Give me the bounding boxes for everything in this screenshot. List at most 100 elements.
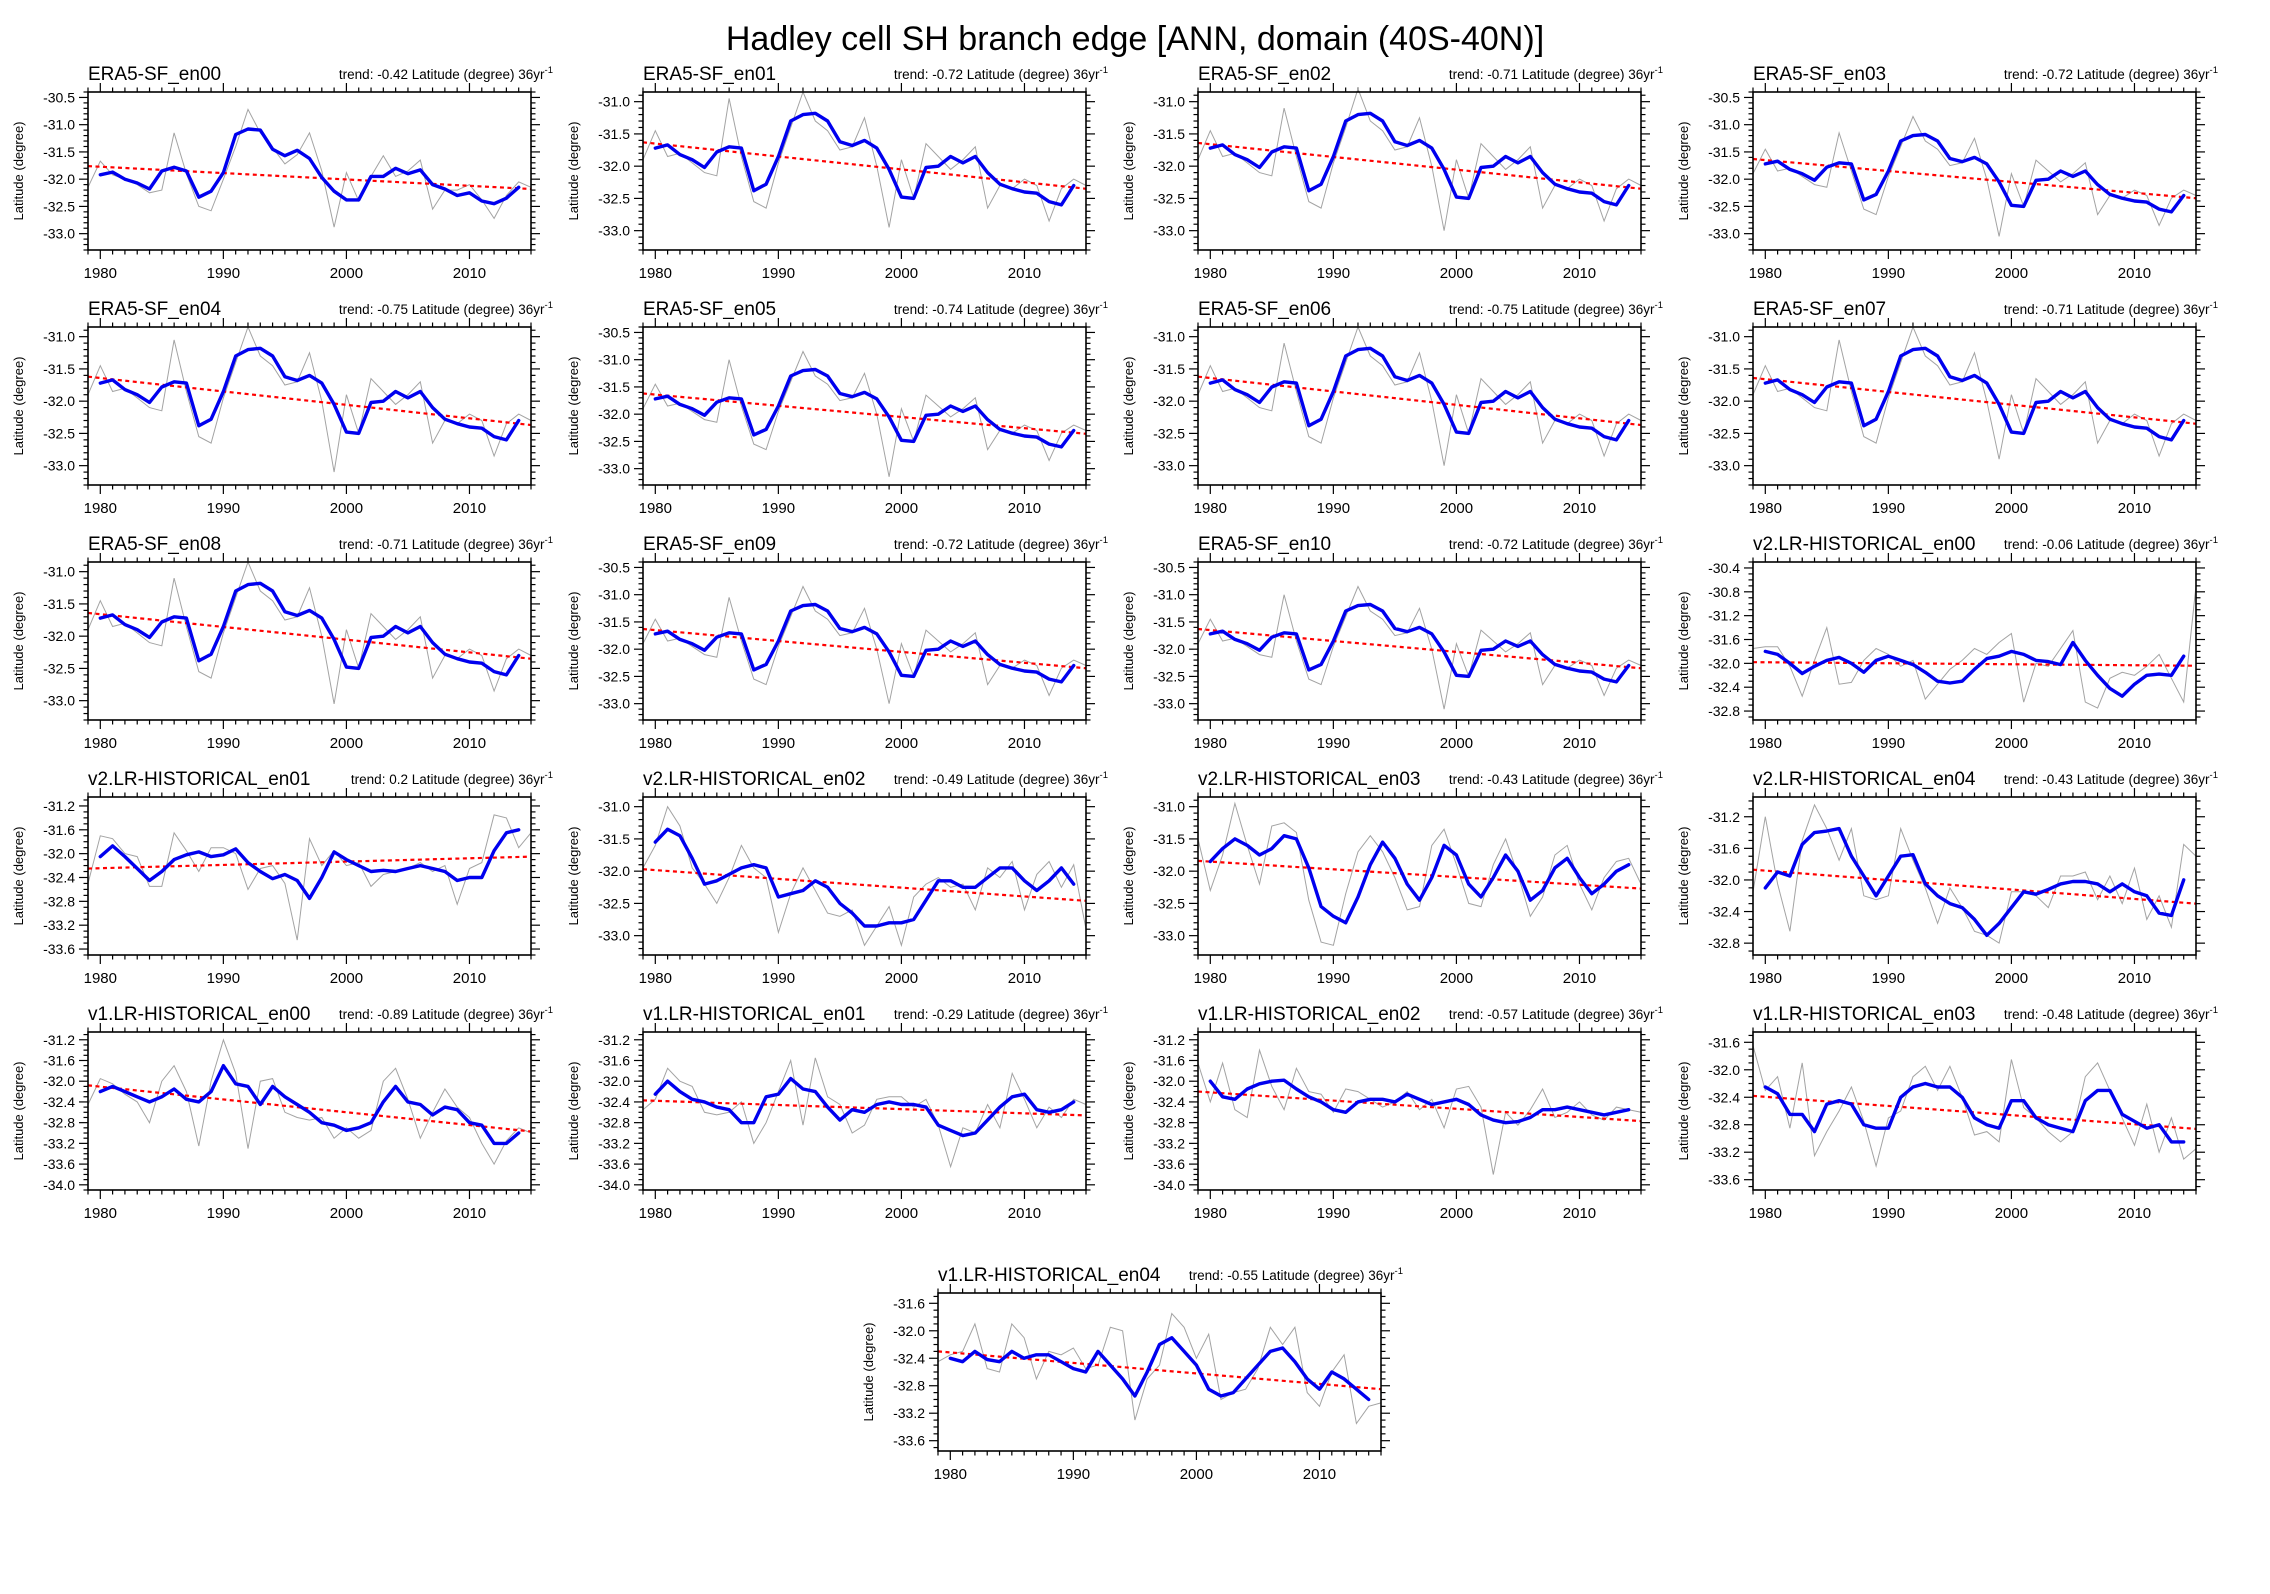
y-tick-label: -31.5	[598, 379, 630, 395]
panel-title: v2.LR-HISTORICAL_en03	[1198, 769, 1420, 790]
plot-box	[936, 1292, 1382, 1452]
y-tick-label: -32.0	[1708, 171, 1740, 187]
plot-box	[87, 91, 532, 251]
x-tick-label: 2000	[1995, 970, 2028, 987]
x-tick-label: 2000	[885, 735, 918, 752]
y-axis-label: Latitude (degree)	[1676, 591, 1691, 690]
y-tick-label: -31.6	[1708, 840, 1740, 856]
plot-box	[642, 1031, 1087, 1191]
trend-annotation: trend: -0.55 Latitude (degree) 36yr-1	[1188, 1266, 1402, 1283]
axis-ticks	[1744, 83, 2205, 259]
smoothed-line	[1208, 602, 1631, 684]
y-tick-label: -33.0	[43, 226, 75, 242]
x-tick-label: 2000	[1440, 500, 1473, 517]
x-tick-label: 1980	[1749, 1205, 1782, 1222]
panel-plot: ERA5-SF_en04 trend: -0.75 Latitude (degre…	[11, 299, 553, 517]
y-tick-label: -32.4	[893, 1350, 925, 1366]
annual-line	[1197, 585, 1642, 710]
y-axis-label: Latitude (degree)	[1121, 1061, 1136, 1160]
trend-line	[642, 1099, 1087, 1117]
annual-line	[1752, 1045, 2197, 1168]
x-tick-label: 2000	[1995, 500, 2028, 517]
x-tick-label: 2000	[330, 500, 363, 517]
x-tick-label: 2000	[1440, 265, 1473, 282]
x-tick-label: 2000	[1995, 735, 2028, 752]
x-tick-label: 1990	[207, 265, 240, 282]
y-tick-label: -31.2	[1708, 809, 1740, 825]
y-tick-label: -33.0	[43, 693, 75, 709]
y-tick-label: -32.0	[598, 863, 630, 879]
panel-plot: ERA5-SF_en01 trend: -0.72 Latitude (degre…	[566, 64, 1108, 282]
x-tick-label: 1990	[1872, 265, 1905, 282]
plot-box	[642, 561, 1087, 721]
x-tick-label: 1980	[639, 970, 672, 987]
x-tick-label: 2000	[330, 970, 363, 987]
x-tick-label: 2010	[1563, 970, 1596, 987]
plot-box	[642, 796, 1087, 956]
trend-annotation: trend: -0.06 Latitude (degree) 36yr-1	[2004, 535, 2218, 552]
y-axis-label: Latitude (degree)	[566, 356, 581, 455]
y-tick-label: -31.5	[43, 596, 75, 612]
trend-line	[1197, 859, 1642, 890]
x-tick-label: 1990	[1317, 1205, 1350, 1222]
y-tick-label: -32.4	[598, 1094, 630, 1110]
y-tick-label: -32.0	[598, 406, 630, 422]
x-tick-label: 2010	[2118, 970, 2151, 987]
y-tick-label: -32.0	[598, 158, 630, 174]
smoothed-line	[653, 827, 1076, 928]
panel-title: ERA5-SF_en09	[643, 534, 776, 555]
x-tick-label: 2000	[885, 265, 918, 282]
smoothed-line	[948, 1335, 1370, 1402]
panel-ERA5-SF_en06: ERA5-SF_en06 trend: -0.75 Latitude (degre…	[1118, 287, 1673, 522]
x-tick-label: 1990	[1317, 500, 1350, 517]
y-tick-label: -31.6	[1153, 1052, 1185, 1068]
x-tick-label: 2000	[1440, 735, 1473, 752]
panel-v1.LR-HISTORICAL_en00: v1.LR-HISTORICAL_en00 trend: -0.89 Latitu…	[8, 992, 563, 1227]
plot-box	[87, 326, 532, 486]
panel-title: ERA5-SF_en01	[643, 64, 776, 85]
y-tick-label: -32.0	[1708, 393, 1740, 409]
y-tick-label: -32.0	[1708, 655, 1740, 671]
axis-ticks	[1189, 553, 1650, 729]
trend-annotation: trend: -0.74 Latitude (degree) 36yr-1	[894, 300, 1108, 317]
panel-ERA5-SF_en10: ERA5-SF_en10 trend: -0.72 Latitude (degre…	[1118, 522, 1673, 757]
plot-box	[87, 561, 532, 721]
panel-ERA5-SF_en02: ERA5-SF_en02 trend: -0.71 Latitude (degre…	[1118, 52, 1673, 287]
axis-ticks	[634, 318, 1095, 494]
y-tick-label: -31.6	[893, 1295, 925, 1311]
y-tick-label: -33.0	[1153, 458, 1185, 474]
panel-title: v2.LR-HISTORICAL_en02	[643, 769, 865, 790]
y-tick-label: -33.0	[43, 458, 75, 474]
trend-line	[87, 855, 532, 870]
y-tick-label: -31.6	[1708, 1034, 1740, 1050]
trend-line	[87, 611, 532, 660]
x-tick-label: 1990	[762, 500, 795, 517]
y-axis-label: Latitude (degree)	[1676, 121, 1691, 220]
x-tick-label: 2000	[330, 735, 363, 752]
x-tick-label: 1980	[1194, 265, 1227, 282]
plot-box	[1197, 91, 1642, 251]
y-axis-label: Latitude (degree)	[1121, 826, 1136, 925]
y-tick-label: -33.0	[1708, 458, 1740, 474]
panel-title: v1.LR-HISTORICAL_en01	[643, 1004, 865, 1025]
axis-ticks	[79, 83, 540, 259]
panel-plot: ERA5-SF_en09 trend: -0.72 Latitude (degre…	[566, 534, 1108, 752]
x-tick-label: 1980	[639, 500, 672, 517]
y-tick-label: -32.0	[1153, 863, 1185, 879]
smoothed-line	[653, 602, 1076, 684]
y-tick-label: -31.5	[598, 126, 630, 142]
x-tick-label: 1990	[1317, 970, 1350, 987]
panel-v2.LR-HISTORICAL_en02: v2.LR-HISTORICAL_en02 trend: -0.49 Latitu…	[563, 757, 1118, 992]
annual-line	[642, 1057, 1087, 1169]
panel-row: v2.LR-HISTORICAL_en01 trend: 0.2 Latitude…	[0, 757, 2270, 992]
y-tick-label: -31.0	[598, 799, 630, 815]
trend-line	[87, 375, 532, 427]
x-tick-label: 1980	[1194, 970, 1227, 987]
y-axis-label: Latitude (degree)	[1121, 121, 1136, 220]
x-tick-label: 1980	[84, 970, 117, 987]
plot-box	[1752, 796, 2197, 956]
y-tick-label: -32.0	[598, 641, 630, 657]
x-tick-label: 2010	[2118, 500, 2151, 517]
y-tick-label: -31.5	[1708, 144, 1740, 160]
x-tick-label: 1980	[84, 735, 117, 752]
